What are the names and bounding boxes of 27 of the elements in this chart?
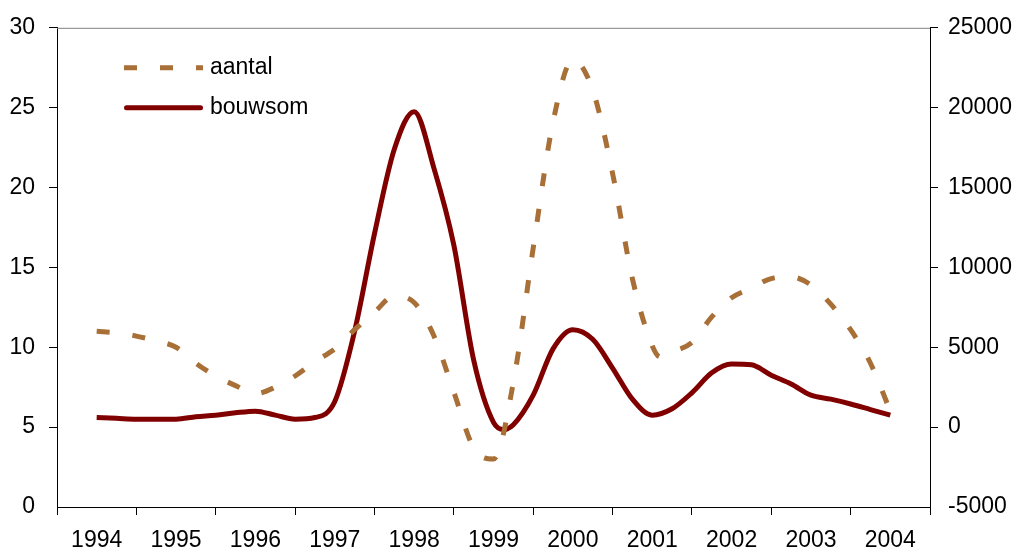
x-tick-label: 1998 <box>388 526 440 552</box>
y2-tick-label: -5000 <box>948 492 1007 519</box>
legend-label: bouwsom <box>210 93 309 120</box>
x-tick-label: 2003 <box>785 526 837 552</box>
x-tick-label: 1994 <box>71 526 123 552</box>
legend-label: aantal <box>210 53 273 80</box>
x-tick-label: 1995 <box>150 526 202 552</box>
y-tick-label: 5 <box>22 412 35 439</box>
y-tick-label: 0 <box>22 492 35 519</box>
y2-tick-label: 5000 <box>948 332 1000 359</box>
y2-tick-label: 15000 <box>948 172 1012 199</box>
x-tick-label: 1999 <box>467 526 520 552</box>
x-tick-label: 1997 <box>309 526 361 552</box>
x-tick-label: 2000 <box>547 526 599 552</box>
y-tick-label: 15 <box>9 252 35 279</box>
y-tick-label: 10 <box>9 332 35 359</box>
x-tick-label: 2002 <box>706 526 758 552</box>
y-tick-label: 20 <box>9 172 35 199</box>
y2-tick-label: 10000 <box>948 252 1012 279</box>
y2-tick-label: 0 <box>948 412 961 439</box>
x-tick-label: 1996 <box>229 526 281 552</box>
y2-tick-label: 20000 <box>948 93 1012 120</box>
y2-tick-label: 25000 <box>948 13 1012 40</box>
y-tick-label: 25 <box>9 93 35 120</box>
x-tick-label: 2001 <box>626 526 678 552</box>
x-tick-label: 2004 <box>864 526 917 552</box>
y-tick-label: 30 <box>9 13 35 40</box>
